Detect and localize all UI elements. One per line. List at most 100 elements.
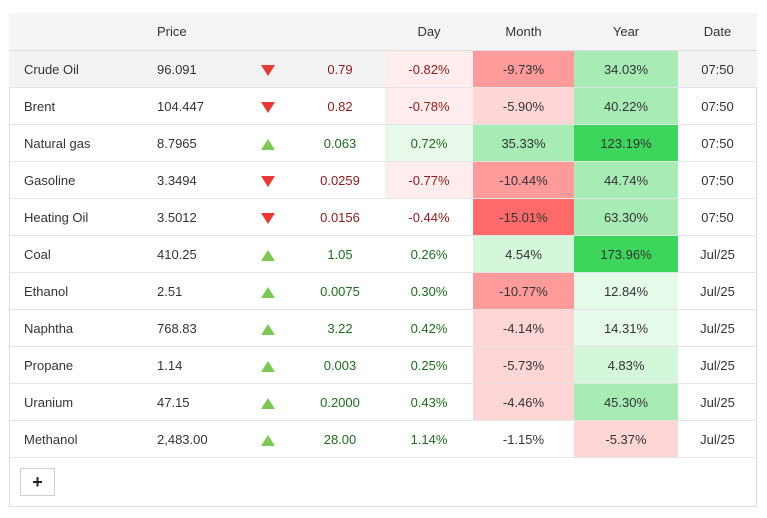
day-change-cell: 1.14% (385, 420, 473, 458)
header-year[interactable]: Year (574, 13, 678, 51)
header-change (295, 13, 385, 51)
table-row[interactable]: Methanol 2,483.00 28.00 1.14% -1.15% -5.37% Ju… (9, 420, 757, 458)
direction-cell (240, 383, 295, 421)
month-change-cell: -4.14% (473, 309, 574, 347)
month-change-cell: -10.77% (473, 272, 574, 310)
change-cell: 3.22 (295, 309, 385, 347)
triangle-up-icon (260, 434, 275, 446)
commodity-name[interactable]: Propane (9, 346, 142, 384)
month-change-cell: -15.01% (473, 198, 574, 236)
triangle-up-icon (260, 323, 275, 335)
triangle-down-icon (260, 212, 275, 224)
table-row[interactable]: Natural gas 8.7965 0.063 0.72% 35.33% 123.19%… (9, 124, 757, 162)
month-change-cell: -5.73% (473, 346, 574, 384)
table-row[interactable]: Ethanol 2.51 0.0075 0.30% -10.77% 12.84% Jul/2… (9, 272, 757, 310)
header-price[interactable]: Price (142, 13, 240, 51)
month-change-cell: -5.90% (473, 87, 574, 125)
price-cell: 768.83 (142, 309, 240, 347)
table-row[interactable]: Propane 1.14 0.003 0.25% -5.73% 4.83% Jul/25 (9, 346, 757, 384)
commodity-name[interactable]: Methanol (9, 420, 142, 458)
header-date[interactable]: Date (678, 13, 757, 51)
commodity-name[interactable]: Heating Oil (9, 198, 142, 236)
table-row[interactable]: Gasoline 3.3494 0.0259 -0.77% -10.44% 44.74% 0… (9, 161, 757, 199)
price-cell: 3.3494 (142, 161, 240, 199)
change-cell: 0.0259 (295, 161, 385, 199)
direction-cell (240, 272, 295, 310)
date-cell: Jul/25 (678, 420, 757, 458)
day-change-cell: -0.78% (385, 87, 473, 125)
year-change-cell: 45.30% (574, 383, 678, 421)
table-row[interactable]: Naphtha 768.83 3.22 0.42% -4.14% 14.31% Jul/25 (9, 309, 757, 347)
day-change-cell: 0.72% (385, 124, 473, 162)
header-day[interactable]: Day (385, 13, 473, 51)
price-cell: 2,483.00 (142, 420, 240, 458)
date-cell: 07:50 (678, 50, 757, 88)
commodity-name[interactable]: Natural gas (9, 124, 142, 162)
change-cell: 0.003 (295, 346, 385, 384)
triangle-up-icon (260, 360, 275, 372)
date-cell: Jul/25 (678, 235, 757, 273)
date-cell: Jul/25 (678, 383, 757, 421)
price-cell: 2.51 (142, 272, 240, 310)
change-cell: 28.00 (295, 420, 385, 458)
change-cell: 0.0075 (295, 272, 385, 310)
year-change-cell: 173.96% (574, 235, 678, 273)
change-cell: 0.063 (295, 124, 385, 162)
year-change-cell: -5.37% (574, 420, 678, 458)
direction-cell (240, 50, 295, 88)
day-change-cell: 0.26% (385, 235, 473, 273)
table-row[interactable]: Uranium 47.15 0.2000 0.43% -4.46% 45.30% Jul/2… (9, 383, 757, 421)
triangle-down-icon (260, 64, 275, 76)
table-row[interactable]: Crude Oil 96.091 0.79 -0.82% -9.73% 34.03% 07:… (9, 50, 757, 88)
commodity-name[interactable]: Ethanol (9, 272, 142, 310)
direction-cell (240, 124, 295, 162)
year-change-cell: 123.19% (574, 124, 678, 162)
price-cell: 410.25 (142, 235, 240, 273)
table-row[interactable]: Coal 410.25 1.05 0.26% 4.54% 173.96% Jul/25 (9, 235, 757, 273)
day-change-cell: 0.25% (385, 346, 473, 384)
date-cell: 07:50 (678, 87, 757, 125)
header-arrow (240, 13, 295, 51)
year-change-cell: 40.22% (574, 87, 678, 125)
direction-cell (240, 309, 295, 347)
change-cell: 0.82 (295, 87, 385, 125)
date-cell: 07:50 (678, 124, 757, 162)
month-change-cell: -1.15% (473, 420, 574, 458)
header-name (9, 13, 142, 51)
triangle-up-icon (260, 397, 275, 409)
price-cell: 3.5012 (142, 198, 240, 236)
day-change-cell: 0.30% (385, 272, 473, 310)
change-cell: 0.2000 (295, 383, 385, 421)
table-row[interactable]: Heating Oil 3.5012 0.0156 -0.44% -15.01% 63.3… (9, 198, 757, 236)
commodity-name[interactable]: Crude Oil (9, 50, 142, 88)
price-cell: 47.15 (142, 383, 240, 421)
change-cell: 0.79 (295, 50, 385, 88)
commodity-name[interactable]: Gasoline (9, 161, 142, 199)
change-cell: 0.0156 (295, 198, 385, 236)
table-row[interactable]: Brent 104.447 0.82 -0.78% -5.90% 40.22% 07:50 (9, 87, 757, 125)
month-change-cell: 4.54% (473, 235, 574, 273)
price-cell: 1.14 (142, 346, 240, 384)
year-change-cell: 14.31% (574, 309, 678, 347)
date-cell: 07:50 (678, 198, 757, 236)
commodity-name[interactable]: Coal (9, 235, 142, 273)
commodity-name[interactable]: Naphtha (9, 309, 142, 347)
commodity-name[interactable]: Uranium (9, 383, 142, 421)
date-cell: Jul/25 (678, 346, 757, 384)
year-change-cell: 12.84% (574, 272, 678, 310)
year-change-cell: 63.30% (574, 198, 678, 236)
commodity-name[interactable]: Brent (9, 87, 142, 125)
day-change-cell: -0.77% (385, 161, 473, 199)
direction-cell (240, 235, 295, 273)
price-cell: 8.7965 (142, 124, 240, 162)
date-cell: 07:50 (678, 161, 757, 199)
add-row-button[interactable]: + (20, 468, 55, 496)
price-cell: 96.091 (142, 50, 240, 88)
triangle-down-icon (260, 175, 275, 187)
triangle-up-icon (260, 138, 275, 150)
triangle-down-icon (260, 101, 275, 113)
date-cell: Jul/25 (678, 309, 757, 347)
price-cell: 104.447 (142, 87, 240, 125)
header-month[interactable]: Month (473, 13, 574, 51)
direction-cell (240, 87, 295, 125)
